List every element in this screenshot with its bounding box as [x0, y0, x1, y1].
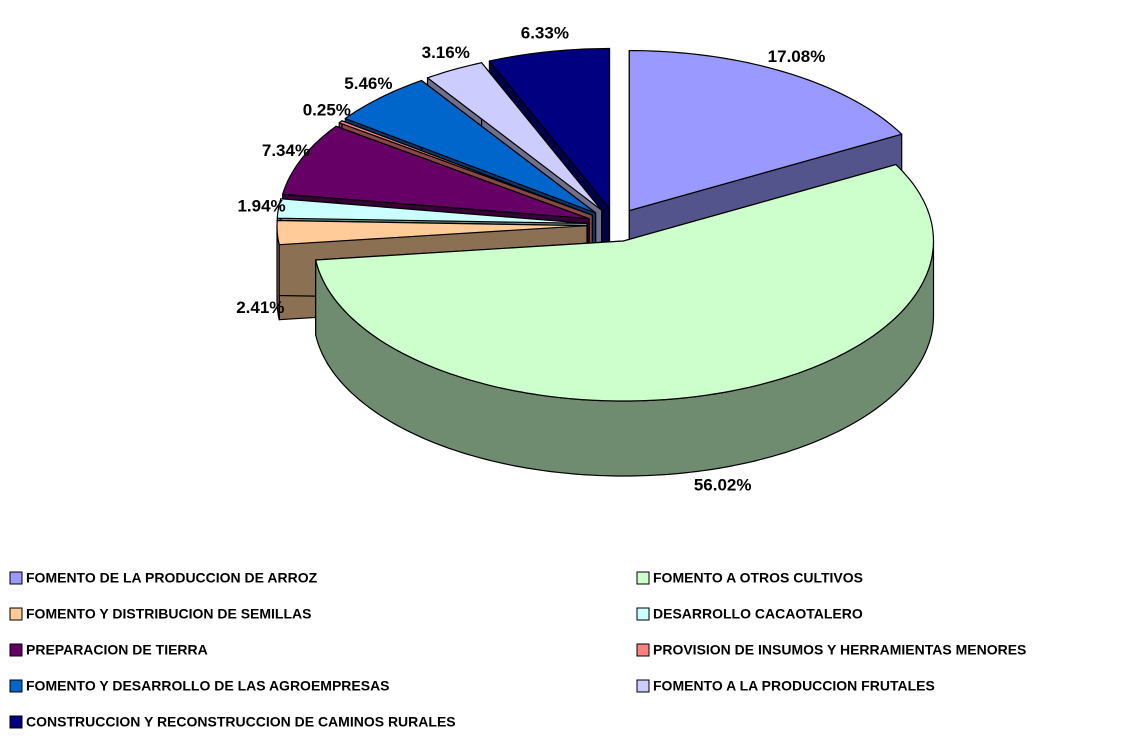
legend-swatch	[9, 607, 23, 621]
legend-label: DESARROLLO CACAOTALERO	[653, 606, 863, 622]
data-label: 0.25%	[303, 101, 351, 120]
data-label: 5.46%	[344, 74, 392, 93]
legend-label: FOMENTO A LA PRODUCCION FRUTALES	[653, 678, 935, 694]
legend-swatch	[9, 679, 23, 693]
slice	[276, 219, 588, 246]
slice	[276, 198, 588, 224]
legend-swatch	[9, 643, 23, 657]
data-label: 17.08%	[768, 47, 826, 66]
legend-label: CONSTRUCCION Y RECONSTRUCCION DE CAMINOS…	[26, 714, 456, 730]
slice	[426, 62, 603, 211]
slice	[628, 50, 903, 212]
data-label: 2.41%	[236, 298, 284, 317]
legend-swatch	[9, 571, 23, 585]
data-label: 3.16%	[422, 43, 470, 62]
legend-swatch	[636, 607, 650, 621]
legend-swatch	[636, 679, 650, 693]
legend-label: FOMENTO DE LA PRODUCCION DE ARROZ	[26, 570, 318, 586]
slice	[282, 125, 590, 220]
data-label: 56.02%	[694, 475, 752, 494]
slice	[338, 120, 593, 216]
legend-label: PROVISION DE INSUMOS Y HERRAMIENTAS MENO…	[653, 642, 1026, 658]
legend-label: FOMENTO Y DESARROLLO DE LAS AGROEMPRESAS	[26, 678, 390, 694]
slice	[488, 47, 611, 210]
data-label: 1.94%	[237, 196, 285, 215]
legend-label: PREPARACION DE TIERRA	[26, 642, 208, 658]
slice	[315, 164, 935, 402]
legend-swatch	[9, 715, 23, 729]
slice	[344, 79, 597, 214]
legend-swatch	[636, 643, 650, 657]
legend-label: FOMENTO Y DISTRIBUCION DE SEMILLAS	[26, 606, 311, 622]
legend-label: FOMENTO A OTROS CULTIVOS	[653, 570, 863, 586]
legend-swatch	[636, 571, 650, 585]
data-label: 7.34%	[262, 141, 310, 160]
data-label: 6.33%	[521, 23, 569, 42]
